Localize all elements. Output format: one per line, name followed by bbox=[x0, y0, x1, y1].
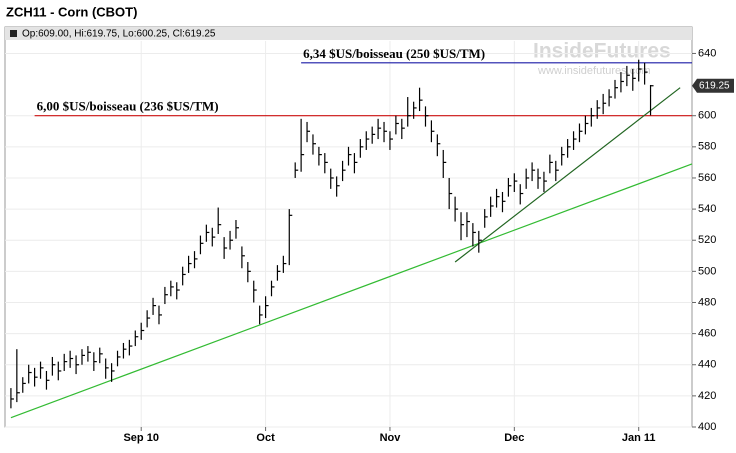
trend-line bbox=[10, 163, 693, 419]
x-tick-label: Nov bbox=[380, 432, 402, 444]
last-price-marker bbox=[692, 78, 734, 93]
y-tick-label: 480 bbox=[698, 296, 716, 308]
x-tick-label: Sep 10 bbox=[123, 432, 158, 444]
y-tick-label: 460 bbox=[698, 328, 716, 340]
watermark-logo: InsideFutures bbox=[533, 40, 671, 63]
y-tick-label: 600 bbox=[698, 110, 716, 122]
level-label: 6,34 $US/boisseau (250 $US/TM) bbox=[303, 46, 485, 61]
y-tick-label: 640 bbox=[698, 47, 716, 59]
level-label: 6,00 $US/boisseau (236 $US/TM) bbox=[37, 99, 219, 114]
info-text: Op:609.00, Hi:619.75, Lo:600.25, Cl:619.… bbox=[22, 29, 216, 40]
x-tick-label: Oct bbox=[256, 432, 275, 444]
y-tick-label: 560 bbox=[698, 172, 716, 184]
plot-area bbox=[4, 26, 693, 428]
y-tick-label: 580 bbox=[698, 141, 716, 153]
y-tick-label: 540 bbox=[698, 203, 716, 215]
y-tick-label: 500 bbox=[698, 265, 716, 277]
last-price-label: 619.25 bbox=[699, 80, 730, 91]
info-bar bbox=[5, 27, 692, 40]
y-tick-label: 420 bbox=[698, 390, 716, 402]
chart-title: ZCH11 - Corn (CBOT) bbox=[6, 4, 137, 19]
trend-line bbox=[454, 87, 681, 263]
x-tick-label: Dec bbox=[504, 432, 524, 444]
x-tick-label: Jan 11 bbox=[622, 432, 656, 444]
watermark-url: www.insidefutures.com bbox=[537, 65, 651, 77]
info-icon bbox=[10, 30, 17, 37]
y-tick-label: 440 bbox=[698, 359, 716, 371]
y-tick-label: 400 bbox=[698, 421, 716, 433]
y-tick-label: 520 bbox=[698, 234, 716, 246]
